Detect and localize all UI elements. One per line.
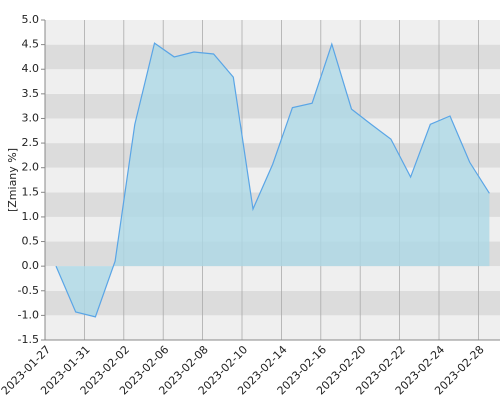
y-tick-label: 1.0 — [22, 210, 40, 223]
band — [45, 69, 500, 94]
band — [45, 290, 500, 316]
y-tick-label: 5.0 — [22, 13, 40, 26]
area — [56, 43, 490, 317]
y-tick-label: 2.0 — [22, 161, 40, 174]
y-tick-label: 3.5 — [22, 87, 40, 100]
band — [45, 118, 500, 144]
band — [45, 93, 500, 119]
y-tick-label: 3.0 — [22, 111, 40, 124]
y-tick-label: 0.5 — [22, 235, 40, 248]
band — [45, 266, 500, 291]
y-tick-label: 2.5 — [22, 136, 40, 149]
y-tick-label: 0.0 — [22, 259, 40, 272]
band — [45, 315, 500, 340]
y-axis-label: [Zmiany %] — [6, 148, 19, 212]
line — [55, 42, 490, 318]
y-tick-label: 4.5 — [22, 38, 40, 51]
band — [45, 44, 500, 70]
y-tick-label: 4.0 — [22, 62, 40, 75]
y-tick-label: -1.5 — [18, 333, 39, 346]
band — [45, 20, 500, 45]
y-tick-label: 1.5 — [22, 185, 40, 198]
y-tick-label: -0.5 — [18, 284, 39, 297]
y-tick-label: -1.0 — [18, 308, 39, 321]
